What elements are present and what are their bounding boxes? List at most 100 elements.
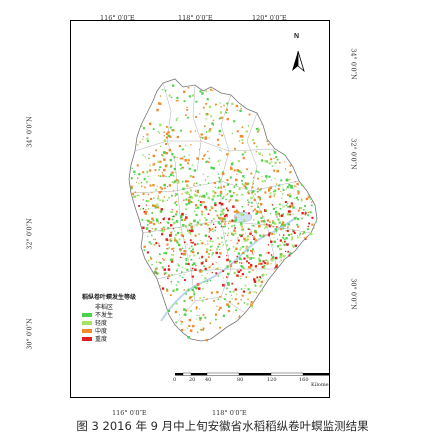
paddy-pixel: [257, 187, 259, 190]
paddy-pixel: [149, 256, 152, 258]
paddy-pixel: [245, 187, 248, 190]
paddy-pixel: [173, 254, 175, 256]
paddy-pixel: [243, 239, 246, 242]
paddy-pixel: [174, 202, 177, 204]
paddy-pixel: [158, 253, 161, 256]
paddy-pixel: [262, 220, 266, 223]
paddy-pixel: [163, 217, 165, 219]
paddy-pixel: [305, 211, 307, 213]
paddy-pixel: [213, 267, 215, 269]
paddy-pixel: [140, 125, 143, 127]
paddy-pixel: [291, 236, 294, 239]
paddy-pixel: [154, 169, 157, 172]
paddy-pixel: [136, 181, 137, 183]
paddy-pixel: [304, 214, 306, 216]
paddy-pixel: [223, 195, 225, 198]
paddy-pixel: [261, 123, 263, 125]
paddy-pixel: [246, 182, 249, 186]
paddy-pixel: [229, 260, 232, 263]
paddy-pixel: [200, 240, 202, 242]
paddy-pixel: [270, 223, 273, 226]
paddy-pixel: [198, 199, 200, 202]
paddy-pixel: [269, 186, 272, 189]
paddy-pixel: [196, 314, 198, 316]
paddy-pixel: [159, 166, 162, 169]
paddy-pixel: [206, 272, 208, 275]
paddy-pixel: [169, 126, 172, 129]
paddy-pixel: [158, 243, 160, 245]
paddy-pixel: [260, 220, 263, 223]
paddy-pixel: [193, 291, 195, 293]
paddy-pixel: [263, 264, 266, 267]
paddy-pixel: [219, 194, 222, 197]
paddy-pixel: [255, 292, 257, 294]
paddy-pixel: [154, 238, 156, 241]
paddy-pixel: [182, 247, 184, 249]
paddy-pixel: [204, 222, 207, 225]
paddy-pixel: [275, 263, 278, 266]
paddy-pixel: [299, 234, 301, 236]
paddy-pixel: [302, 218, 304, 220]
paddy-pixel: [281, 241, 284, 244]
paddy-pixel: [211, 220, 213, 222]
paddy-pixel: [273, 233, 275, 235]
paddy-pixel: [214, 226, 217, 229]
paddy-pixel: [197, 189, 199, 192]
paddy-pixel: [183, 274, 185, 276]
paddy-pixel: [262, 215, 264, 217]
paddy-pixel: [257, 279, 261, 282]
paddy-pixel: [213, 181, 216, 185]
paddy-pixel: [303, 209, 305, 211]
paddy-pixel: [206, 298, 208, 300]
paddy-pixel: [194, 234, 197, 237]
paddy-pixel: [143, 210, 146, 213]
paddy-pixel: [154, 206, 157, 209]
paddy-pixel: [175, 321, 177, 323]
paddy-pixel: [282, 224, 284, 226]
paddy-pixel: [154, 244, 156, 246]
paddy-pixel: [159, 230, 161, 232]
paddy-pixel: [234, 191, 236, 194]
paddy-pixel: [132, 195, 136, 198]
paddy-pixel: [273, 220, 275, 223]
paddy-pixel: [270, 213, 272, 215]
paddy-pixel: [148, 122, 152, 126]
paddy-pixel: [236, 260, 238, 262]
paddy-pixel: [227, 305, 231, 308]
paddy-pixel: [171, 254, 173, 256]
paddy-pixel: [307, 214, 310, 217]
paddy-pixel: [172, 190, 175, 192]
paddy-pixel: [210, 223, 212, 225]
paddy-pixel: [180, 216, 183, 219]
paddy-pixel: [163, 131, 165, 133]
paddy-pixel: [134, 191, 137, 194]
paddy-pixel: [192, 175, 195, 178]
map-canvas: [128, 50, 329, 376]
paddy-pixel: [232, 205, 235, 208]
paddy-pixel: [156, 185, 158, 187]
paddy-pixel: [165, 136, 168, 139]
paddy-pixel: [188, 95, 191, 98]
paddy-pixel: [201, 255, 204, 258]
paddy-pixel: [225, 293, 227, 296]
paddy-pixel: [282, 258, 285, 261]
paddy-pixel: [200, 213, 204, 216]
paddy-pixel: [210, 264, 212, 266]
paddy-pixel: [241, 179, 243, 182]
paddy-pixel: [262, 266, 266, 269]
paddy-pixel: [274, 267, 276, 269]
paddy-pixel: [264, 180, 266, 182]
paddy-pixel: [204, 277, 207, 280]
paddy-pixel: [145, 200, 148, 202]
paddy-pixel: [286, 243, 289, 246]
paddy-pixel: [313, 227, 315, 229]
paddy-pixel: [231, 102, 234, 106]
paddy-pixel: [176, 96, 179, 99]
paddy-pixel: [256, 190, 259, 193]
paddy-pixel: [181, 212, 184, 216]
paddy-pixel: [278, 221, 281, 224]
paddy-pixel: [169, 135, 172, 138]
paddy-pixel: [156, 272, 159, 275]
paddy-pixel: [170, 164, 173, 167]
paddy-pixel: [244, 288, 246, 290]
